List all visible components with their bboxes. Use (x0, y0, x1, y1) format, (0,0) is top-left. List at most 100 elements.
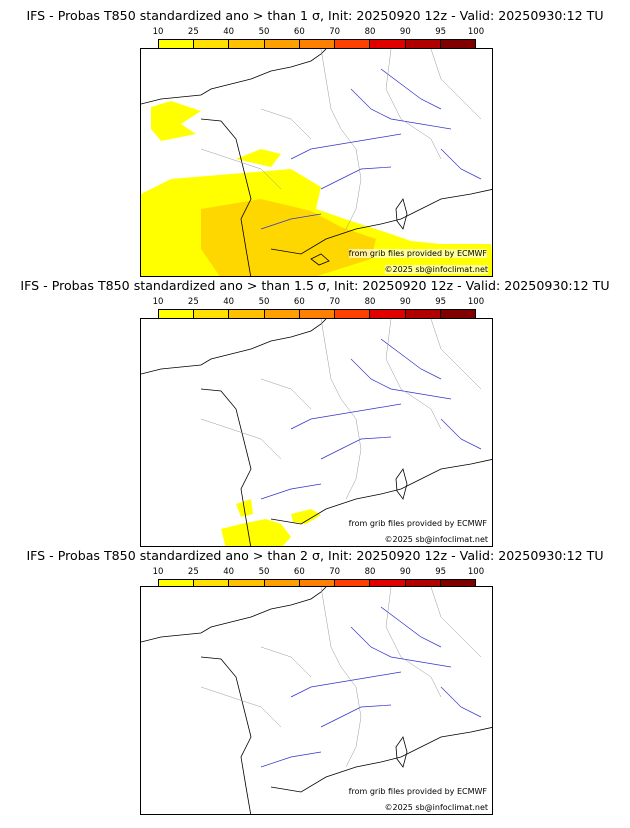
colorbar-tick-label: 90 (399, 297, 411, 307)
colorbar-ticks: 10 25 40 50 60 70 80 90 95 100 (153, 297, 485, 307)
colorbar-tick-label: 40 (223, 27, 235, 37)
colorbar-segment (370, 310, 406, 318)
colorbar-tick-label: 10 (152, 297, 164, 307)
coastline (270, 727, 492, 793)
colorbar-tick-label: 70 (329, 297, 341, 307)
colorbar-tick-label: 60 (293, 297, 305, 307)
river (260, 606, 482, 768)
probability-area-yellow (236, 149, 281, 167)
credit-copyright: ©2025 sb@infoclimat.net (384, 535, 488, 544)
river (260, 338, 482, 500)
colorbar-segment (229, 580, 265, 588)
colorbar-tick-label: 25 (187, 567, 199, 577)
credit-source: from grib files provided by ECMWF (348, 787, 487, 796)
colorbar-segment (370, 580, 406, 588)
credit-source: from grib files provided by ECMWF (348, 249, 487, 258)
colorbar-segment (405, 40, 441, 48)
colorbar-tick-label: 50 (258, 297, 270, 307)
map-canvas (141, 49, 492, 276)
probability-area-yellow (291, 509, 321, 524)
coastline (270, 459, 492, 525)
map-panel-3: IFS - Probas T850 standardized ano > tha… (0, 548, 630, 816)
colorbar-segment (194, 40, 230, 48)
colorbar-segment (229, 310, 265, 318)
colorbar-segment (194, 580, 230, 588)
coastline (200, 118, 252, 276)
colorbar-tick-label: 90 (399, 567, 411, 577)
map-canvas (141, 587, 492, 814)
colorbar-tick-label: 100 (467, 297, 485, 307)
probability-area-yellow (151, 101, 201, 141)
coastline (141, 49, 327, 105)
colorbar-tick-label: 100 (467, 567, 485, 577)
colorbar-segment (299, 580, 336, 588)
border (200, 319, 482, 500)
colorbar-tick-label: 70 (329, 567, 341, 577)
panel-title: IFS - Probas T850 standardized ano > tha… (26, 8, 604, 23)
colorbar-tick-label: 10 (152, 27, 164, 37)
border (200, 587, 482, 768)
colorbar-tick-label: 60 (293, 27, 305, 37)
probability-area-yellow (221, 519, 291, 546)
colorbar-segment (299, 310, 336, 318)
colorbar-segment (335, 580, 371, 588)
colorbar-segment (335, 310, 371, 318)
colorbar-tick-label: 25 (187, 297, 199, 307)
colorbar-segment (159, 40, 195, 48)
probability-area-orange (201, 199, 376, 276)
map-panel-2: IFS - Probas T850 standardized ano > tha… (0, 278, 630, 547)
colorbar-segment (405, 580, 441, 588)
coastline (141, 587, 327, 643)
colorbar-ticks: 10 25 40 50 60 70 80 90 95 100 (153, 567, 485, 577)
colorbar-tick-label: 40 (223, 297, 235, 307)
colorbar-segment (405, 310, 441, 318)
colorbar-segment (264, 580, 300, 588)
colorbar-segment (264, 40, 300, 48)
colorbar-segment (335, 40, 371, 48)
colorbar-tick-label: 80 (364, 27, 376, 37)
colorbar-tick-label: 40 (223, 567, 235, 577)
coastline (395, 736, 408, 768)
probability-map: from grib files provided by ECMWF ©2025 … (140, 48, 493, 277)
credit-copyright: ©2025 sb@infoclimat.net (384, 803, 488, 812)
colorbar-tick-label: 70 (329, 27, 341, 37)
colorbar-tick-label: 90 (399, 27, 411, 37)
colorbar-tick-label: 95 (435, 567, 447, 577)
probability-map: from grib files provided by ECMWF ©2025 … (140, 586, 493, 815)
colorbar-segment (264, 310, 300, 318)
panel-title: IFS - Probas T850 standardized ano > tha… (26, 548, 604, 563)
coastline (310, 253, 330, 266)
colorbar-tick-label: 25 (187, 27, 199, 37)
colorbar-segment (229, 40, 265, 48)
colorbar-tick-label: 95 (435, 297, 447, 307)
colorbar-tick-label: 50 (258, 567, 270, 577)
coastline (200, 656, 252, 814)
colorbar-ticks: 10 25 40 50 60 70 80 90 95 100 (153, 27, 485, 37)
colorbar-segment (440, 310, 475, 318)
coastline (395, 468, 408, 500)
coastline (200, 388, 252, 546)
map-panel-1: IFS - Probas T850 standardized ano > tha… (0, 8, 630, 277)
colorbar-segment (159, 580, 195, 588)
border (200, 49, 482, 230)
colorbar-segment (370, 40, 406, 48)
colorbar-segment (159, 310, 195, 318)
panel-title: IFS - Probas T850 standardized ano > tha… (20, 278, 610, 293)
credit-source: from grib files provided by ECMWF (348, 519, 487, 528)
probability-map: from grib files provided by ECMWF ©2025 … (140, 318, 493, 547)
coastline (395, 198, 408, 230)
river (260, 68, 482, 230)
map-canvas (141, 319, 492, 546)
colorbar-tick-label: 60 (293, 567, 305, 577)
colorbar-segment (440, 580, 475, 588)
colorbar-segment (299, 40, 336, 48)
colorbar-tick-label: 80 (364, 297, 376, 307)
coastline (270, 189, 492, 255)
colorbar-tick-label: 10 (152, 567, 164, 577)
colorbar-tick-label: 80 (364, 567, 376, 577)
colorbar-segment (194, 310, 230, 318)
colorbar-tick-label: 100 (467, 27, 485, 37)
coastline (141, 319, 327, 375)
credit-copyright: ©2025 sb@infoclimat.net (384, 265, 488, 274)
colorbar-tick-label: 50 (258, 27, 270, 37)
